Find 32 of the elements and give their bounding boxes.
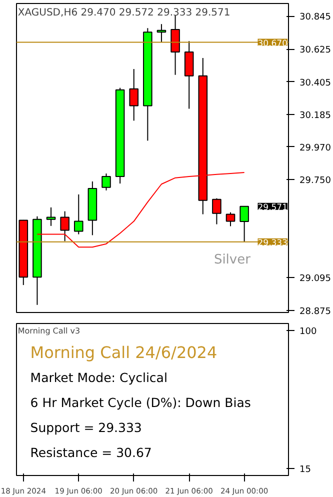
text: Morning Call 24/6/2024 [30,342,218,362]
y-tick-label: 30.185 [300,111,331,122]
y-tick-label: 30.845 [300,12,331,23]
y-tick-label: 30.405 [300,78,331,88]
candlestick [212,198,222,225]
chart-title: XAGUSD,H6 29.470 29.572 29.333 29.571 [18,8,230,18]
candlestick [74,194,84,235]
text: 6 Hr Market Cycle (D%): Down Bias [30,395,251,410]
candlestick [226,212,236,227]
candlestick [240,206,249,242]
text: Morning Call v3 [18,326,80,336]
text: Resistance = 30.67 [30,445,152,460]
text: Support = 29.333 [30,420,142,436]
y-tick-label: 29.970 [300,143,332,154]
annotation: Silver [214,252,252,268]
y-tick-label: 29.095 [300,274,331,284]
candlestick [60,210,70,242]
y-tick-label: 29.750 [300,176,332,186]
candlestick [102,173,111,191]
ref-line-label: 29.333 [258,238,288,248]
candlestick [156,24,166,43]
candlestick [46,206,56,226]
ref-line-label: 30.670 [258,38,288,49]
text: 29.571 [258,202,288,213]
candlestick [129,68,139,122]
y-tick-label: 30.625 [300,46,331,56]
candlestick [184,40,194,110]
text: Market Mode: Cyclical [30,370,168,385]
y-tick-label: 28.875 [300,306,331,317]
candlestick [170,14,180,76]
text: 15 [300,465,311,476]
text: 100 [300,326,317,337]
